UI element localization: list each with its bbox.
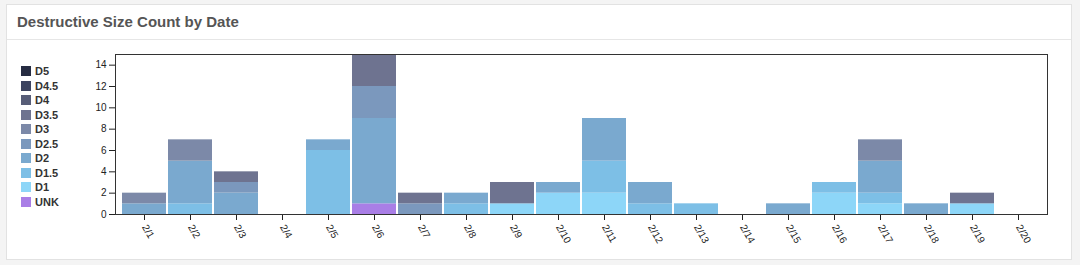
svg-text:2/19: 2/19 — [968, 223, 987, 246]
html-text:D1.5: D1.5 — [35, 166, 59, 179]
svg-text:2/14: 2/14 — [738, 223, 757, 246]
svg-text:2/6: 2/6 — [370, 223, 387, 241]
svg-text:0: 0 — [101, 209, 107, 220]
svg-text:2/8: 2/8 — [462, 223, 479, 241]
svg-text:2/5: 2/5 — [324, 223, 341, 241]
svg-text:2/17: 2/17 — [876, 223, 895, 246]
svg-text:2/7: 2/7 — [416, 223, 433, 241]
svg-text:2/10: 2/10 — [554, 223, 573, 246]
html-text:D2.5: D2.5 — [35, 137, 59, 150]
svg-text:6: 6 — [101, 145, 107, 156]
svg-text:2/20: 2/20 — [1014, 223, 1033, 246]
svg-text:2/11: 2/11 — [600, 223, 619, 245]
svg-text:8: 8 — [101, 123, 107, 134]
html-text:D3.5: D3.5 — [35, 108, 59, 121]
svg-text:2/3: 2/3 — [232, 223, 249, 241]
svg-text:2/2: 2/2 — [186, 223, 203, 241]
svg-text:2/12: 2/12 — [646, 223, 665, 246]
html-text:D3: D3 — [35, 123, 50, 136]
svg-text:12: 12 — [95, 81, 107, 92]
html-text:UNK: UNK — [35, 195, 59, 208]
svg-text:2/9: 2/9 — [508, 223, 525, 241]
html-text:D4.5: D4.5 — [35, 79, 59, 92]
html-text:Destructive Size Count by Date: Destructive Size Count by Date — [17, 13, 239, 30]
svg-text:2: 2 — [101, 187, 107, 198]
svg-text:4: 4 — [101, 166, 107, 177]
svg-text:2/1: 2/1 — [140, 223, 157, 241]
svg-text:14: 14 — [95, 59, 107, 70]
svg-text:2/4: 2/4 — [278, 223, 295, 241]
svg-text:10: 10 — [95, 102, 107, 113]
svg-text:2/13: 2/13 — [692, 223, 711, 246]
html-text:D2: D2 — [35, 152, 50, 165]
svg-text:2/18: 2/18 — [922, 223, 941, 246]
svg-text:2/15: 2/15 — [784, 223, 803, 246]
html-text:D1: D1 — [35, 181, 50, 194]
svg-text:2/16: 2/16 — [830, 223, 849, 246]
html-text:D5: D5 — [35, 65, 50, 78]
html-text:D4: D4 — [35, 94, 50, 107]
